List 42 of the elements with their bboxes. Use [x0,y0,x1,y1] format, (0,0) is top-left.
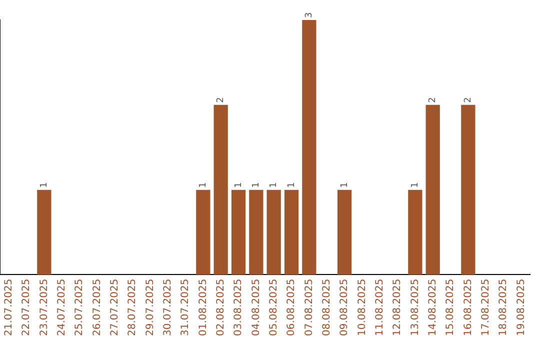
x-tick-label: 09.08.2025 [339,278,350,336]
x-tick-label: 30.07.2025 [162,278,174,336]
x-tick-label: 22.07.2025 [21,278,32,336]
data-label: 1 [340,182,350,188]
x-tick-label: 06.08.2025 [286,278,298,336]
data-label: 1 [40,182,50,188]
x-tick-label: 01.08.2025 [198,278,209,336]
x-tick-label: 21.07.2025 [3,278,14,336]
x-tick-label: 11.08.2025 [374,278,386,336]
x-tick-label: 15.08.2025 [445,278,456,336]
data-label: 2 [428,97,438,103]
x-tick-label: 31.07.2025 [180,278,192,336]
x-tick-label: 16.08.2025 [462,278,474,336]
x-tick-label: 19.08.2025 [516,278,527,336]
x-tick-label: 27.07.2025 [109,278,120,336]
data-label: 1 [269,182,280,188]
x-tick-label: 14.08.2025 [427,278,438,336]
x-tick-label: 13.08.2025 [410,278,421,336]
data-label: 1 [286,182,297,188]
x-tick-label: 12.08.2025 [392,278,404,336]
x-tick-label: 24.07.2025 [56,278,68,336]
data-label: 1 [198,182,209,188]
x-tick-label: 04.08.2025 [250,278,262,336]
x-tick-label: 23.07.2025 [38,278,50,336]
x-tick-label: 25.07.2025 [74,278,86,336]
x-tick-label: 18.08.2025 [498,278,510,336]
x-tick-label: 08.08.2025 [321,278,332,336]
data-label: 1 [410,182,421,188]
x-tick-label: 02.08.2025 [215,278,226,336]
x-tick-label: 26.07.2025 [92,278,103,336]
x-tick-label: 28.07.2025 [127,278,138,336]
data-label: 3 [304,12,315,18]
data-label: 1 [234,182,244,188]
x-tick-label: 17.08.2025 [480,278,492,336]
data-label: 1 [252,182,262,188]
x-tick-label: 29.07.2025 [144,278,156,336]
x-tick-label: 07.08.2025 [304,278,315,336]
x-tick-label: 03.08.2025 [233,278,244,336]
data-label: 2 [216,97,226,103]
x-tick-label: 10.08.2025 [356,278,368,336]
x-tick-label: 05.08.2025 [268,278,280,336]
data-label: 2 [464,97,474,103]
